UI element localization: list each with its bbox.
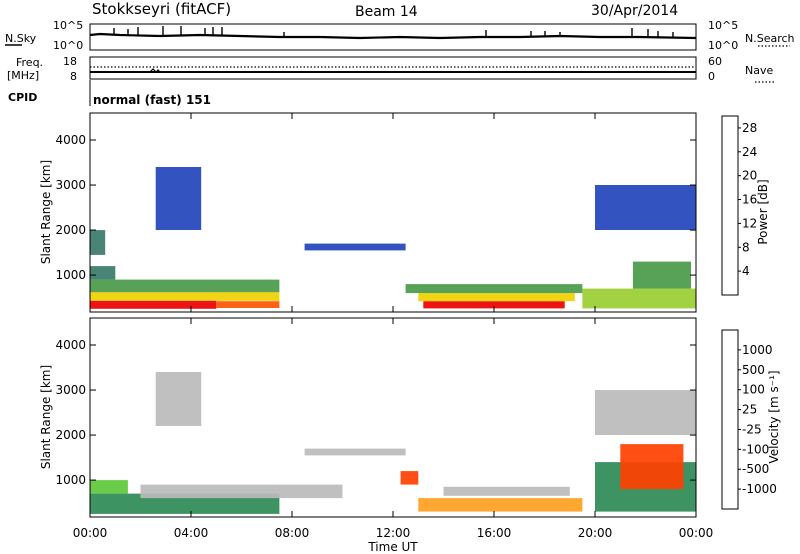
power-colorbar-label-3: 16: [742, 193, 757, 207]
power-ytick-label-2: 3000: [55, 178, 86, 192]
power-colorbar-label-5: 24: [742, 145, 757, 159]
velocity-colorbar-label-1: 500: [742, 363, 765, 377]
nsky-label: N.Sky: [5, 32, 37, 45]
velocity-region-4: [418, 498, 583, 512]
velocity-colorbar-label-0: 1000: [742, 343, 773, 357]
velocity-colorbar-label-7: -1000: [742, 482, 777, 496]
date-label: 30/Apr/2014: [591, 3, 678, 19]
nave-tick-low: 0: [708, 70, 715, 83]
nsky-spikes: [113, 26, 674, 37]
nsearch-tick-low: 10^0: [708, 39, 738, 52]
time-tick-label-4: 16:00: [477, 526, 512, 540]
power-region-10: [582, 288, 696, 309]
velocity-region-3: [155, 372, 202, 426]
velocity-colorbar-frame: [721, 329, 739, 510]
velocity-colorbar-label-4: -25: [742, 422, 762, 436]
power-colorbar-label: Power [dB]: [756, 179, 770, 244]
cpid-panel: CPID normal (fast) 151: [8, 80, 211, 107]
time-axis-labels: 00:00 04:00 08:00 12:00 16:00 20:00 00:00: [73, 526, 714, 540]
velocity-region-1: [140, 484, 343, 499]
power-ytick-label-0: 1000: [55, 268, 86, 282]
velocity-ytick-label-1: 2000: [55, 428, 86, 442]
velocity-ytick-label-3: 4000: [55, 338, 86, 352]
power-colorbar-frame: [721, 115, 739, 296]
time-tick-label-1: 04:00: [174, 526, 209, 540]
power-colorbar-label-6: 28: [742, 121, 757, 135]
power-y-axis-label: Slant Range [km]: [39, 160, 53, 264]
velocity-colorbar-label-6: -500: [742, 462, 769, 476]
velocity-colorbar: 1000 500 100 25 -25 -100 -500 -1000: [721, 329, 777, 510]
nsky-line: [89, 32, 697, 40]
time-tick-label-3: 12:00: [376, 526, 411, 540]
cpid-value: normal (fast) 151: [93, 93, 211, 107]
power-region-12: [304, 243, 406, 251]
nave-label: Nave: [745, 64, 773, 77]
time-tick-label-6: 00:00: [679, 526, 714, 540]
velocity-colorbar-label-2: 100: [742, 383, 765, 397]
velocity-region-2: [90, 480, 128, 494]
power-colorbar-label-1: 8: [742, 240, 750, 254]
power-colorbar-label-0: 4: [742, 264, 750, 278]
power-data: [90, 167, 696, 309]
velocity-x-ticks: [89, 318, 697, 517]
nsky-panel: N.Sky 10^5 10^0 10^5 10^0 N.Search: [5, 19, 795, 52]
power-region-6: [155, 167, 202, 230]
power-x-ticks: [89, 113, 697, 312]
nsky-tick-low: 10^0: [53, 39, 83, 52]
velocity-region-5: [443, 486, 570, 496]
freq-unit: [MHz]: [7, 69, 39, 82]
nsky-tick-high: 10^5: [53, 19, 83, 32]
freq-blip: [149, 68, 161, 73]
velocity-y-ticks: 1000 2000 3000 4000: [55, 338, 696, 487]
power-region-1: [216, 301, 280, 308]
power-region-7: [423, 301, 565, 309]
freq-panel: Freq. [MHz] 18 8 60 0 Nave: [7, 55, 775, 83]
freq-tick-low: 8: [70, 70, 77, 83]
velocity-y-axis-label: Slant Range [km]: [39, 365, 53, 469]
power-region-13: [595, 185, 696, 230]
x-axis-label: Time UT: [367, 540, 418, 554]
velocity-ytick-label-2: 3000: [55, 383, 86, 397]
velocity-region-10: [304, 448, 406, 456]
freq-frame: [89, 56, 697, 80]
velocity-ytick-label-0: 1000: [55, 473, 86, 487]
velocity-region-8: [620, 444, 684, 490]
freq-label: Freq.: [16, 56, 43, 69]
power-panel: 1000 2000 3000 4000 Slant Range [km] 4 8 12 16…: [39, 112, 770, 313]
power-ytick-label-3: 4000: [55, 133, 86, 147]
velocity-region-9: [595, 390, 696, 435]
power-region-8: [418, 293, 575, 302]
radar-title: Stokkseyri (fitACF): [92, 0, 231, 18]
power-colorbar-label-4: 20: [742, 169, 757, 183]
velocity-colorbar-label-5: -100: [742, 442, 769, 456]
velocity-region-6: [400, 471, 419, 485]
velocity-colorbar-label-3: 25: [742, 403, 757, 417]
power-region-9: [405, 284, 583, 294]
freq-tick-high: 18: [63, 55, 77, 68]
power-ytick-label-1: 2000: [55, 223, 86, 237]
velocity-panel: 1000 2000 3000 4000 Slant Range [km] 1000 50…: [39, 317, 781, 554]
velocity-colorbar-label: Velocity [m s⁻¹]: [767, 370, 781, 463]
time-tick-label-0: 00:00: [73, 526, 108, 540]
power-y-ticks: 1000 2000 3000 4000: [55, 133, 696, 282]
power-region-0: [90, 300, 217, 309]
power-region-4: [90, 266, 116, 280]
power-region-2: [90, 292, 280, 301]
nsearch-tick-high: 10^5: [708, 19, 738, 32]
nave-tick-high: 60: [708, 55, 722, 68]
power-region-3: [90, 279, 280, 293]
power-region-5: [90, 230, 106, 255]
power-region-11: [632, 261, 691, 289]
velocity-region-0: [90, 493, 280, 514]
velocity-data: [90, 372, 696, 514]
time-tick-label-5: 20:00: [578, 526, 613, 540]
beam-label: Beam 14: [355, 4, 418, 20]
time-tick-label-2: 08:00: [275, 526, 310, 540]
power-colorbar: 4 8 12 16 20 24 28: [721, 115, 757, 296]
nsearch-label: N.Search: [745, 32, 795, 45]
power-colorbar-label-2: 12: [742, 216, 757, 230]
cpid-label: CPID: [8, 91, 37, 104]
